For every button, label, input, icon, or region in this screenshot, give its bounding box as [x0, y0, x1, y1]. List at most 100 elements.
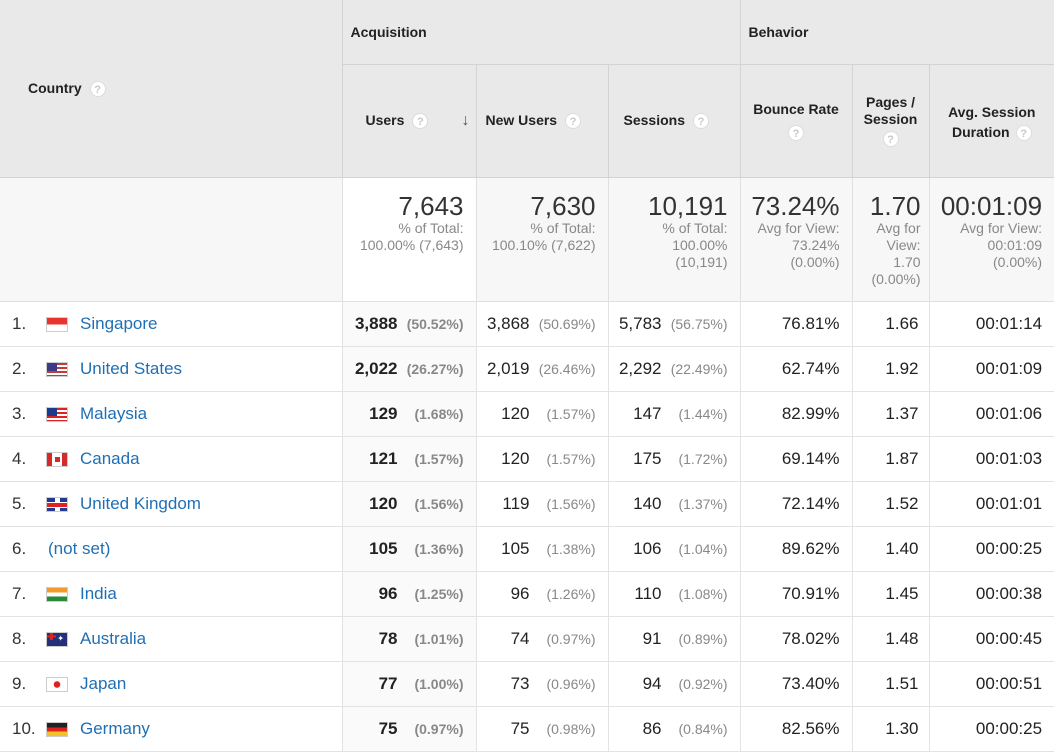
- country-link[interactable]: (not set): [48, 538, 111, 558]
- sessions-value: 140: [633, 493, 662, 513]
- country-header-label: Country: [28, 79, 82, 96]
- new-users-percent: (1.56%): [546, 495, 596, 512]
- sessions-percent: (0.92%): [678, 675, 728, 692]
- sessions-header[interactable]: Sessions?: [607, 64, 741, 178]
- help-icon[interactable]: ?: [788, 124, 805, 141]
- bounce-rate-header[interactable]: Bounce Rate?: [739, 64, 853, 178]
- new-users-value: 105: [501, 538, 530, 558]
- users-value: 129: [369, 403, 398, 423]
- new-users-percent: (0.97%): [546, 630, 596, 647]
- help-icon[interactable]: ?: [89, 80, 106, 97]
- table-row: 10. Germany 75 (0.97%) 75 (0.98%) 86 (0.84%)…: [0, 706, 1054, 752]
- bounce-rate-cell: 78.02%: [739, 616, 853, 662]
- sessions-cell: 91 (0.89%): [607, 616, 741, 662]
- row-index: 9.: [12, 673, 27, 693]
- row-index: 8.: [12, 628, 27, 648]
- sessions-header-label: Sessions: [623, 111, 685, 128]
- table-row: 7. India 96 (1.25%) 96 (1.26%) 110 (1.08%) 7…: [0, 571, 1054, 617]
- users-header[interactable]: Users? ↓: [341, 64, 476, 178]
- totals-row: 7,643 % of Total: 100.00% (7,643) 7,630 …: [0, 177, 1054, 302]
- country-link[interactable]: United Kingdom: [80, 493, 201, 513]
- avg-duration-cell: 00:01:06: [928, 391, 1054, 437]
- users-header-label: Users: [365, 111, 405, 128]
- help-icon[interactable]: ?: [412, 112, 429, 129]
- users-cell: 129 (1.68%): [341, 391, 476, 437]
- table-row: 2. United States 2,022 (26.27%) 2,019 (26.4…: [0, 346, 1054, 392]
- pages-session-header[interactable]: Pages / Session?: [851, 64, 930, 178]
- total-avg-duration-value: 00:01:09: [940, 190, 1043, 221]
- pages-session-cell: 1.48: [851, 616, 930, 662]
- new-users-cell: 3,868 (50.69%): [475, 301, 608, 347]
- help-icon[interactable]: ?: [565, 113, 582, 130]
- users-cell: 75 (0.97%): [341, 706, 476, 752]
- avg-session-duration-header[interactable]: Avg. Session Duration?: [928, 64, 1054, 178]
- new-users-percent: (1.26%): [546, 585, 596, 602]
- in-flag-icon: [46, 586, 68, 602]
- total-pages-session-sub: Avg for View: 1.70 (0.00%): [871, 219, 921, 287]
- users-value: 75: [378, 718, 398, 738]
- country-link[interactable]: Malaysia: [80, 403, 148, 423]
- country-link[interactable]: Germany: [80, 718, 150, 738]
- pages-session-cell: 1.45: [851, 571, 930, 617]
- users-value: 96: [378, 583, 398, 603]
- table-row: 5. United Kingdom 120 (1.56%) 119 (1.56%) 1…: [0, 481, 1054, 527]
- new-users-value: 120: [501, 448, 530, 468]
- table-row: 8. Australia 78 (1.01%) 74 (0.97%) 91 (0.89%…: [0, 616, 1054, 662]
- acquisition-group-header: Acquisition: [341, 0, 741, 65]
- bounce-rate-cell: 72.14%: [739, 481, 853, 527]
- avg-duration-cell: 00:00:25: [928, 706, 1054, 752]
- row-index: 7.: [12, 583, 27, 603]
- bounce-rate-header-label: Bounce Rate: [753, 100, 839, 117]
- sessions-value: 91: [642, 628, 662, 648]
- new-users-cell: 75 (0.98%): [475, 706, 608, 752]
- users-value: 121: [369, 448, 398, 468]
- sessions-value: 5,783: [618, 313, 662, 333]
- ca-flag-icon: [46, 451, 68, 467]
- help-icon[interactable]: ?: [1015, 125, 1032, 142]
- sessions-percent: (1.44%): [678, 405, 728, 422]
- country-link[interactable]: Australia: [80, 628, 147, 648]
- sort-desc-icon[interactable]: ↓: [461, 111, 470, 129]
- country-link[interactable]: India: [80, 583, 117, 603]
- help-icon[interactable]: ?: [882, 131, 899, 147]
- country-link[interactable]: Japan: [80, 673, 127, 693]
- country-header[interactable]: Country?: [0, 0, 342, 178]
- row-index: 4.: [12, 448, 27, 468]
- new-users-value: 3,868: [486, 313, 530, 333]
- sessions-percent: (0.89%): [678, 630, 728, 647]
- users-value: 78: [378, 628, 398, 648]
- avg-duration-cell: 00:01:09: [928, 346, 1054, 392]
- total-users-sub: % of Total: 100.00% (7,643): [359, 219, 464, 253]
- help-icon[interactable]: ?: [692, 113, 709, 130]
- sg-flag-icon: [46, 316, 68, 332]
- users-value: 105: [369, 538, 398, 558]
- users-percent: (50.52%): [406, 315, 464, 332]
- sessions-percent: (0.84%): [678, 720, 728, 737]
- bounce-rate-cell: 82.56%: [739, 706, 853, 752]
- country-cell: 6. (not set): [0, 526, 342, 572]
- pages-session-header-label: Pages / Session: [863, 94, 918, 127]
- total-avg-duration-cell: 00:01:09 Avg for View: 00:01:09 (0.00%): [928, 177, 1054, 302]
- country-link[interactable]: Canada: [80, 448, 140, 468]
- de-flag-icon: [46, 721, 68, 737]
- total-pages-session-cell: 1.70 Avg for View: 1.70 (0.00%): [851, 177, 930, 302]
- new-users-percent: (0.96%): [546, 675, 596, 692]
- pages-session-cell: 1.37: [851, 391, 930, 437]
- sessions-value: 94: [642, 673, 662, 693]
- totals-label-cell: [0, 177, 342, 302]
- avg-duration-cell: 00:00:45: [928, 616, 1054, 662]
- new-users-cell: 96 (1.26%): [475, 571, 608, 617]
- country-link[interactable]: Singapore: [80, 313, 158, 333]
- bounce-rate-cell: 89.62%: [739, 526, 853, 572]
- bounce-rate-cell: 69.14%: [739, 436, 853, 482]
- jp-flag-icon: [46, 676, 68, 692]
- total-users-value: 7,643: [398, 190, 464, 221]
- new-users-percent: (26.46%): [538, 360, 596, 377]
- country-link[interactable]: United States: [80, 358, 183, 378]
- sessions-percent: (1.37%): [678, 495, 728, 512]
- sessions-cell: 140 (1.37%): [607, 481, 741, 527]
- pages-session-cell: 1.87: [851, 436, 930, 482]
- new-users-header[interactable]: New Users?: [475, 64, 608, 178]
- users-cell: 105 (1.36%): [341, 526, 476, 572]
